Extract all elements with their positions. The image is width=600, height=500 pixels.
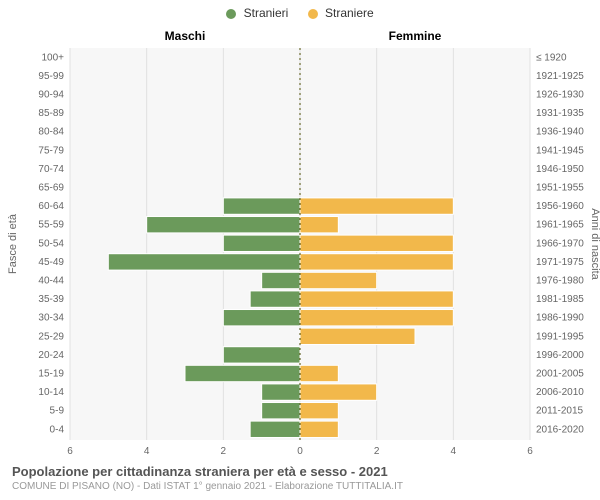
bar-male bbox=[262, 272, 300, 288]
bar-male bbox=[262, 384, 300, 400]
age-label: 90-94 bbox=[38, 90, 64, 101]
svg-text:6: 6 bbox=[67, 446, 73, 457]
pyramid-svg: 0 2 2 4 4 6 6 100+ ≤ 1920 95-99 1921-1925 90-94 1926… bbox=[0, 0, 600, 500]
age-label: 10-14 bbox=[38, 387, 64, 398]
birth-label: 1941-1945 bbox=[536, 145, 584, 156]
age-label: 65-69 bbox=[38, 183, 64, 194]
bar-female bbox=[300, 421, 338, 437]
svg-text:6: 6 bbox=[527, 446, 533, 457]
age-label: 70-74 bbox=[38, 164, 64, 175]
y-axis-right-title: Anni di nascita bbox=[589, 208, 600, 280]
legend-swatch-male bbox=[226, 9, 236, 19]
age-label: 45-49 bbox=[38, 257, 64, 268]
birth-label: 1951-1955 bbox=[536, 183, 584, 194]
age-label: 20-24 bbox=[38, 350, 64, 361]
svg-text:4: 4 bbox=[451, 446, 457, 457]
legend-label-male: Stranieri bbox=[244, 6, 289, 20]
legend: Stranieri Straniere bbox=[0, 6, 600, 20]
age-label: 80-84 bbox=[38, 127, 64, 138]
birth-label: 2001-2005 bbox=[536, 369, 584, 380]
bar-male bbox=[223, 198, 300, 214]
birth-label: 1996-2000 bbox=[536, 350, 584, 361]
svg-text:2: 2 bbox=[374, 446, 380, 457]
age-label: 35-39 bbox=[38, 294, 64, 305]
bar-female bbox=[300, 254, 453, 270]
birth-label: 1921-1925 bbox=[536, 71, 584, 82]
y-axis-left-title: Fasce di età bbox=[7, 213, 19, 274]
bar-male bbox=[262, 403, 300, 419]
age-label: 30-34 bbox=[38, 313, 64, 324]
birth-label: 1981-1985 bbox=[536, 294, 584, 305]
svg-text:4: 4 bbox=[144, 446, 150, 457]
caption-subtitle: COMUNE DI PISANO (NO) - Dati ISTAT 1° ge… bbox=[12, 481, 403, 492]
bar-male bbox=[185, 365, 300, 381]
age-label: 100+ bbox=[41, 52, 64, 63]
birth-label: 1946-1950 bbox=[536, 164, 584, 175]
bar-female bbox=[300, 235, 453, 251]
panel-label-male: Maschi bbox=[165, 29, 206, 43]
age-label: 95-99 bbox=[38, 71, 64, 82]
age-label: 25-29 bbox=[38, 331, 64, 342]
birth-label: 1966-1970 bbox=[536, 238, 584, 249]
birth-label: 2016-2020 bbox=[536, 424, 584, 435]
birth-label: 1986-1990 bbox=[536, 313, 584, 324]
bar-female bbox=[300, 365, 338, 381]
bar-female bbox=[300, 328, 415, 344]
bar-male bbox=[147, 217, 300, 233]
bar-male bbox=[223, 310, 300, 326]
birth-label: 1976-1980 bbox=[536, 276, 584, 287]
birth-label: 1931-1935 bbox=[536, 108, 584, 119]
bar-female bbox=[300, 384, 377, 400]
birth-label: 1936-1940 bbox=[536, 127, 584, 138]
bar-female bbox=[300, 272, 377, 288]
legend-item-female: Straniere bbox=[308, 6, 374, 20]
age-label: 5-9 bbox=[50, 406, 65, 417]
svg-text:2: 2 bbox=[221, 446, 227, 457]
birth-label: 1961-1965 bbox=[536, 220, 584, 231]
birth-label: 1971-1975 bbox=[536, 257, 584, 268]
legend-label-female: Straniere bbox=[325, 6, 374, 20]
bar-male bbox=[250, 291, 300, 307]
legend-item-male: Stranieri bbox=[226, 6, 288, 20]
bar-male bbox=[108, 254, 300, 270]
birth-label: 2006-2010 bbox=[536, 387, 584, 398]
age-label: 75-79 bbox=[38, 145, 64, 156]
bar-female bbox=[300, 217, 338, 233]
bar-female bbox=[300, 403, 338, 419]
bar-male bbox=[223, 347, 300, 363]
bar-female bbox=[300, 198, 453, 214]
age-label: 15-19 bbox=[38, 369, 64, 380]
caption-title: Popolazione per cittadinanza straniera p… bbox=[12, 464, 403, 479]
age-label: 55-59 bbox=[38, 220, 64, 231]
svg-text:0: 0 bbox=[297, 446, 303, 457]
caption: Popolazione per cittadinanza straniera p… bbox=[12, 464, 403, 492]
birth-label: 1926-1930 bbox=[536, 90, 584, 101]
birth-label: ≤ 1920 bbox=[536, 52, 567, 63]
birth-label: 2011-2015 bbox=[536, 406, 584, 417]
panel-label-female: Femmine bbox=[389, 29, 442, 43]
population-pyramid-chart: Stranieri Straniere 0 2 2 4 4 6 6 100+ ≤ 1920 95-… bbox=[0, 0, 600, 500]
legend-swatch-female bbox=[308, 9, 318, 19]
bar-female bbox=[300, 310, 453, 326]
bar-male bbox=[223, 235, 300, 251]
birth-label: 1956-1960 bbox=[536, 201, 584, 212]
age-label: 60-64 bbox=[38, 201, 64, 212]
age-label: 40-44 bbox=[38, 276, 64, 287]
age-label: 85-89 bbox=[38, 108, 64, 119]
age-label: 50-54 bbox=[38, 238, 64, 249]
bar-female bbox=[300, 291, 453, 307]
bar-male bbox=[250, 421, 300, 437]
age-label: 0-4 bbox=[50, 424, 65, 435]
birth-label: 1991-1995 bbox=[536, 331, 584, 342]
